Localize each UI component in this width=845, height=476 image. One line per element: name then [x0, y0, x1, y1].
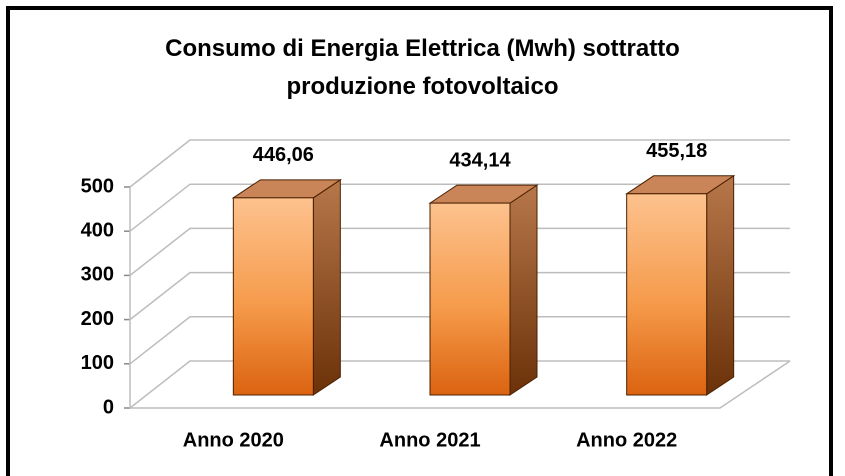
grid-line	[129, 183, 790, 232]
grid-line	[129, 360, 790, 409]
bar-side	[706, 174, 735, 396]
bar	[429, 202, 511, 396]
floor	[130, 360, 791, 409]
data-label: 455,18	[646, 140, 707, 162]
chart-frame	[6, 6, 833, 476]
bar-side	[312, 178, 341, 396]
bar	[626, 193, 708, 396]
bar	[232, 197, 314, 396]
y-tick-label: 300	[81, 264, 114, 286]
data-label: 446,06	[253, 144, 314, 166]
y-tick-label: 100	[81, 352, 114, 374]
x-tick-label: Anno 2020	[183, 429, 284, 451]
x-tick-label: Anno 2021	[379, 429, 480, 451]
grid-line	[129, 227, 790, 276]
grid-line	[129, 139, 790, 188]
data-label: 434,14	[449, 149, 511, 171]
y-tick-label: 0	[103, 396, 114, 418]
x-tick-label: Anno 2022	[576, 429, 677, 451]
grid-line	[129, 271, 790, 321]
y-tick-label: 400	[81, 219, 114, 241]
bar-side	[509, 184, 538, 396]
y-tick-label: 500	[81, 175, 114, 197]
chart-title: Consumo di Energia Elettrica (Mwh) sottr…	[165, 35, 680, 100]
y-tick-label: 200	[81, 308, 114, 330]
grid-line	[129, 316, 790, 365]
